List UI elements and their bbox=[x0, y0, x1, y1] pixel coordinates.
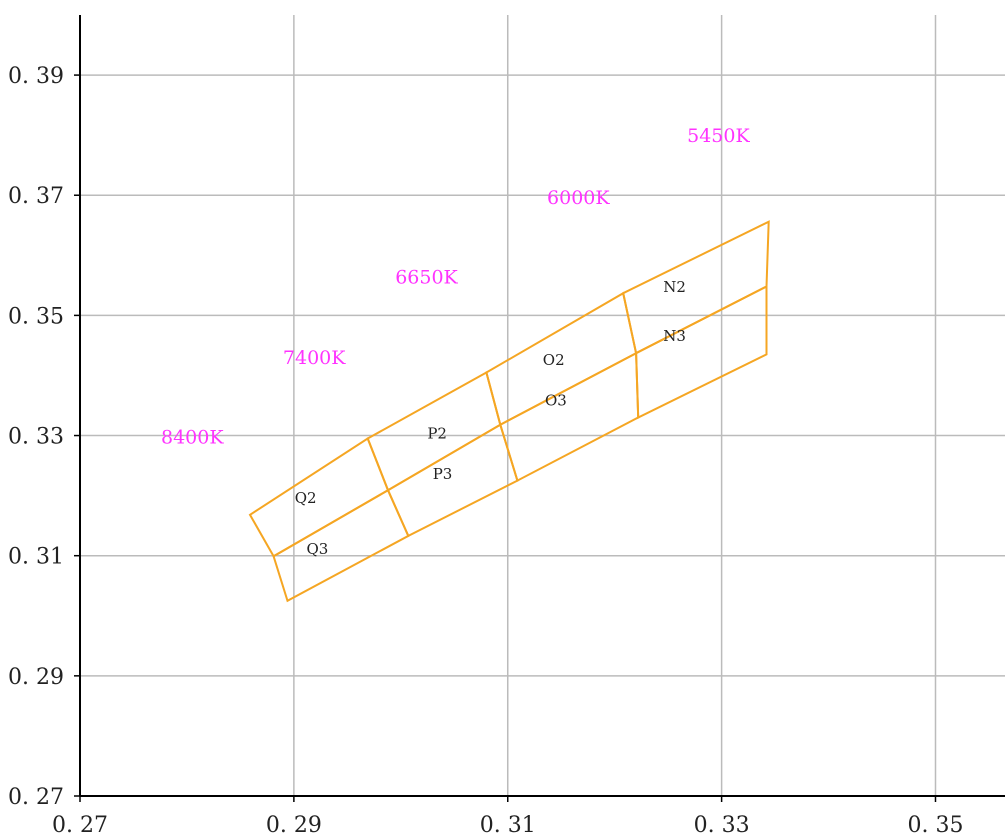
bin-n3-quad bbox=[635, 284, 768, 420]
bin-n2-label: N2 bbox=[663, 278, 686, 296]
bin-n3-label: N3 bbox=[663, 327, 686, 345]
y-tick-label: 0. 39 bbox=[8, 64, 64, 89]
x-tick-label: 0. 27 bbox=[52, 813, 108, 838]
y-tick-label: 0. 27 bbox=[8, 785, 64, 810]
bin-q3-label: Q3 bbox=[306, 540, 328, 558]
bin-quadrangles bbox=[248, 220, 770, 603]
bin-o2-label: O2 bbox=[543, 351, 565, 369]
bin-n2-quad bbox=[622, 220, 770, 355]
y-tick-label: 0. 37 bbox=[8, 184, 64, 209]
cct-label-6650k: 6650K bbox=[395, 266, 458, 288]
bin-p2-label: P2 bbox=[427, 425, 447, 443]
cct-label-6000k: 6000K bbox=[547, 187, 610, 209]
x-tick-labels: 0. 27 0. 29 0. 31 0. 33 0. 35 bbox=[52, 813, 963, 838]
axes bbox=[79, 15, 1005, 797]
bin-q2-label: Q2 bbox=[295, 489, 317, 507]
cct-label-7400k: 7400K bbox=[283, 347, 346, 369]
cct-labels: 8400K 7400K 6650K 6000K 5450K bbox=[161, 125, 750, 449]
x-tick-label: 0. 35 bbox=[907, 813, 963, 838]
bin-q2-quad bbox=[248, 436, 390, 558]
bin-labels: Q2 Q3 P2 P3 O2 O3 N2 N3 bbox=[295, 278, 686, 558]
cct-label-8400k: 8400K bbox=[161, 427, 224, 449]
bin-p3-quad bbox=[386, 423, 519, 538]
y-tick-label: 0. 33 bbox=[8, 425, 64, 450]
bin-o3-label: O3 bbox=[545, 392, 567, 410]
bin-o3-quad bbox=[499, 351, 640, 483]
y-tick-label: 0. 31 bbox=[8, 545, 64, 570]
grid bbox=[74, 15, 1005, 802]
x-tick-label: 0. 29 bbox=[266, 813, 322, 838]
bin-p3-label: P3 bbox=[433, 465, 453, 483]
x-tick-label: 0. 31 bbox=[480, 813, 536, 838]
cct-label-5450k: 5450K bbox=[687, 125, 750, 147]
y-tick-labels: 0. 27 0. 29 0. 31 0. 33 0. 35 0. 37 0. 39 bbox=[8, 64, 64, 810]
y-tick-label: 0. 29 bbox=[8, 665, 64, 690]
x-tick-label: 0. 33 bbox=[694, 813, 750, 838]
y-tick-label: 0. 35 bbox=[8, 304, 64, 329]
